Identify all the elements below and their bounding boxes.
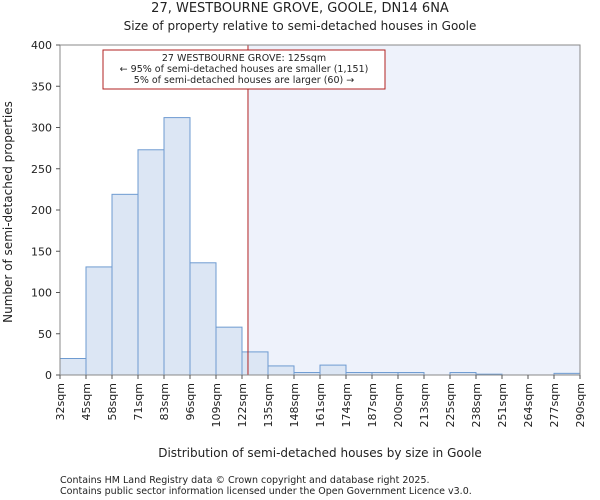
footer-line-1: Contains HM Land Registry data © Crown c… <box>60 475 430 486</box>
x-tick-label: 96sqm <box>184 383 197 420</box>
larger-region-shading <box>247 45 581 375</box>
x-axis-ticks: 32sqm 45sqm 58sqm 71sqm 83sqm 96sqm 109sqm 122s… <box>54 375 587 427</box>
bar-109sqm <box>215 326 243 376</box>
x-tick-label: 83sqm <box>158 383 171 420</box>
x-tick-label: 187sqm <box>366 383 379 427</box>
y-tick-label: 50 <box>38 328 52 341</box>
y-tick-label: 400 <box>31 39 52 52</box>
x-tick-label: 238sqm <box>470 383 483 427</box>
bar-45sqm <box>85 266 113 376</box>
x-tick-label: 58sqm <box>106 383 119 420</box>
bar-58sqm <box>111 193 139 376</box>
y-tick-label: 250 <box>31 163 52 176</box>
x-tick-label: 135sqm <box>262 383 275 427</box>
y-tick-label: 150 <box>31 245 52 258</box>
x-tick-label: 290sqm <box>574 383 587 427</box>
annotation-smaller: ← 95% of semi-detached houses are smalle… <box>120 64 369 75</box>
y-tick-label: 100 <box>31 287 52 300</box>
y-tick-label: 350 <box>31 80 52 93</box>
chart-title: 27, WESTBOURNE GROVE, GOOLE, DN14 6NA <box>151 1 449 16</box>
x-tick-label: 122sqm <box>236 383 249 427</box>
x-axis-label: Distribution of semi-detached houses by … <box>158 446 482 460</box>
x-tick-label: 71sqm <box>132 383 145 420</box>
bar-32sqm <box>59 358 87 376</box>
y-tick-label: 0 <box>45 369 52 382</box>
x-tick-label: 161sqm <box>314 383 327 427</box>
bar-161sqm <box>319 364 347 376</box>
annotation-title: 27 WESTBOURNE GROVE: 125sqm <box>162 53 326 64</box>
y-axis-ticks: 0 50 100 150 200 250 300 350 400 <box>31 39 60 382</box>
x-tick-label: 264sqm <box>522 383 535 427</box>
annotation-box: 27 WESTBOURNE GROVE: 125sqm ← 95% of sem… <box>102 49 386 90</box>
chart-subtitle: Size of property relative to semi-detach… <box>124 19 477 33</box>
bar-96sqm <box>189 262 217 376</box>
x-tick-label: 225sqm <box>444 383 457 427</box>
annotation-larger: 5% of semi-detached houses are larger (6… <box>134 75 354 86</box>
bars-group <box>59 117 581 376</box>
bar-135sqm <box>267 365 295 376</box>
footer-line-2: Contains public sector information licen… <box>60 486 472 497</box>
x-tick-label: 109sqm <box>210 383 223 427</box>
x-tick-label: 277sqm <box>548 383 561 427</box>
x-tick-label: 32sqm <box>54 383 67 420</box>
bar-83sqm <box>163 117 191 376</box>
x-tick-label: 200sqm <box>392 383 405 427</box>
x-tick-label: 213sqm <box>418 383 431 427</box>
y-tick-label: 300 <box>31 122 52 135</box>
bar-122sqm <box>241 351 269 376</box>
y-axis-label: Number of semi-detached properties <box>1 101 15 323</box>
bar-71sqm <box>137 149 165 376</box>
x-tick-label: 45sqm <box>80 383 93 420</box>
x-tick-label: 174sqm <box>340 383 353 427</box>
y-tick-label: 200 <box>31 204 52 217</box>
x-tick-label: 251sqm <box>496 383 509 427</box>
x-tick-label: 148sqm <box>288 383 301 427</box>
